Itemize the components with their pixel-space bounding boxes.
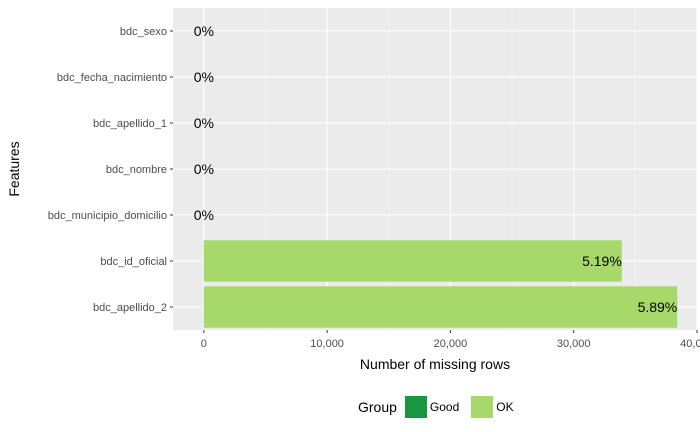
legend-label-ok: OK bbox=[496, 400, 514, 414]
legend: Group Good OK bbox=[358, 394, 526, 420]
x-tick-label: 20,000 bbox=[434, 338, 468, 350]
bar-label: 5.89% bbox=[638, 299, 678, 315]
y-axis-ticks: bdc_sexo bdc_fecha_nacimiento bdc_apellido… bbox=[48, 26, 173, 314]
x-tick-label: 30,000 bbox=[557, 338, 591, 350]
y-tick-label: bdc_fecha_nacimiento bbox=[57, 72, 167, 84]
y-tick-label: bdc_id_oficial bbox=[100, 256, 167, 268]
legend-title: Group bbox=[358, 399, 397, 415]
x-tick-label: 10,000 bbox=[310, 338, 344, 350]
y-tick-label: bdc_municipio_domicilio bbox=[48, 210, 167, 222]
y-axis-title: Features bbox=[6, 141, 22, 196]
bars bbox=[203, 240, 678, 328]
bar-label: 0% bbox=[194, 23, 214, 39]
bar-bdc_apellido_2 bbox=[203, 286, 678, 328]
bar-label: 0% bbox=[194, 207, 214, 223]
x-axis-title: Number of missing rows bbox=[360, 356, 510, 372]
bar-label: 5.19% bbox=[582, 253, 622, 269]
bar-label: 0% bbox=[194, 161, 214, 177]
y-tick-label: bdc_sexo bbox=[120, 26, 167, 38]
legend-swatch-good bbox=[404, 396, 427, 418]
y-tick-label: bdc_apellido_2 bbox=[93, 302, 167, 314]
bar-label: 0% bbox=[194, 115, 214, 131]
y-tick-label: bdc_nombre bbox=[106, 164, 167, 176]
bar-labels: 0% 0% 0% 0% 0% 5.19% 5.89% bbox=[194, 23, 678, 315]
legend-item-good: Good bbox=[404, 396, 465, 418]
x-axis-ticks: 0 10,000 20,000 30,000 40,000 bbox=[201, 330, 700, 350]
legend-label-good: Good bbox=[429, 400, 460, 414]
bar-label: 0% bbox=[194, 69, 214, 85]
legend-swatch-ok bbox=[471, 396, 494, 418]
x-tick-label: 40,000 bbox=[680, 338, 700, 350]
y-tick-label: bdc_apellido_1 bbox=[93, 118, 167, 130]
x-tick-label: 0 bbox=[201, 338, 207, 350]
bar-bdc_id_oficial bbox=[203, 240, 622, 282]
legend-item-ok: OK bbox=[471, 396, 519, 418]
